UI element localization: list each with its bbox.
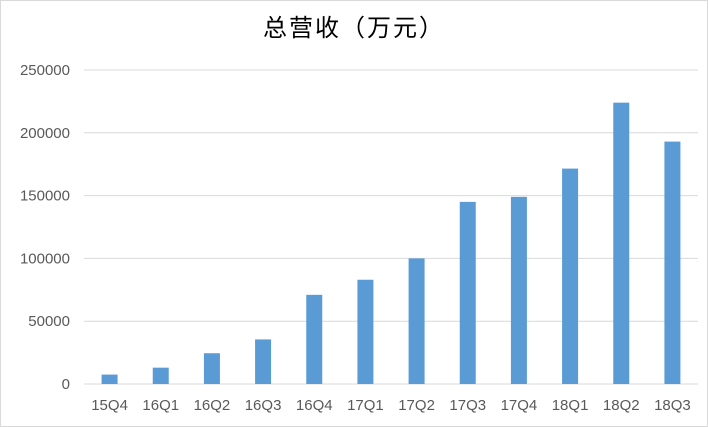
x-tick-label: 16Q2 <box>194 397 231 414</box>
x-tick-label: 17Q4 <box>501 397 538 414</box>
x-tick-label: 16Q3 <box>245 397 282 414</box>
x-tick-label: 18Q1 <box>552 397 589 414</box>
y-tick-label: 50000 <box>28 313 70 330</box>
bar-17Q1 <box>357 279 374 384</box>
y-tick-label: 250000 <box>20 62 70 79</box>
x-tick-label: 17Q3 <box>449 397 486 414</box>
x-tick-label: 18Q3 <box>654 397 691 414</box>
x-tick-label: 17Q1 <box>347 397 384 414</box>
x-tick-label: 15Q4 <box>91 397 128 414</box>
bar-17Q4 <box>510 196 527 384</box>
bar-18Q1 <box>562 168 579 384</box>
bar-18Q2 <box>613 102 630 384</box>
bar-16Q1 <box>152 367 169 384</box>
x-axis-ticks: 15Q4 16Q1 16Q2 16Q3 16Q4 17Q1 17Q2 17Q3 17Q4 18Q1… <box>91 397 691 414</box>
bar-16Q2 <box>203 353 220 384</box>
bar-17Q2 <box>408 258 425 384</box>
y-tick-label: 100000 <box>20 250 70 267</box>
y-tick-label: 200000 <box>20 125 70 142</box>
bar-16Q4 <box>306 294 323 384</box>
chart-title: 总营收（万元） <box>263 14 445 42</box>
bar-18Q3 <box>664 141 681 384</box>
bar-15Q4 <box>101 374 118 384</box>
y-tick-label: 150000 <box>20 188 70 205</box>
gridlines <box>84 69 698 385</box>
bars <box>101 102 681 384</box>
x-tick-label: 16Q4 <box>296 397 333 414</box>
bar-16Q3 <box>255 339 272 384</box>
y-axis-ticks: 0 50000 100000 150000 200000 250000 <box>20 62 70 393</box>
bar-17Q3 <box>459 201 476 384</box>
x-tick-label: 16Q1 <box>142 397 179 414</box>
x-tick-label: 17Q2 <box>398 397 435 414</box>
x-tick-label: 18Q2 <box>603 397 640 414</box>
y-tick-label: 0 <box>62 376 70 393</box>
